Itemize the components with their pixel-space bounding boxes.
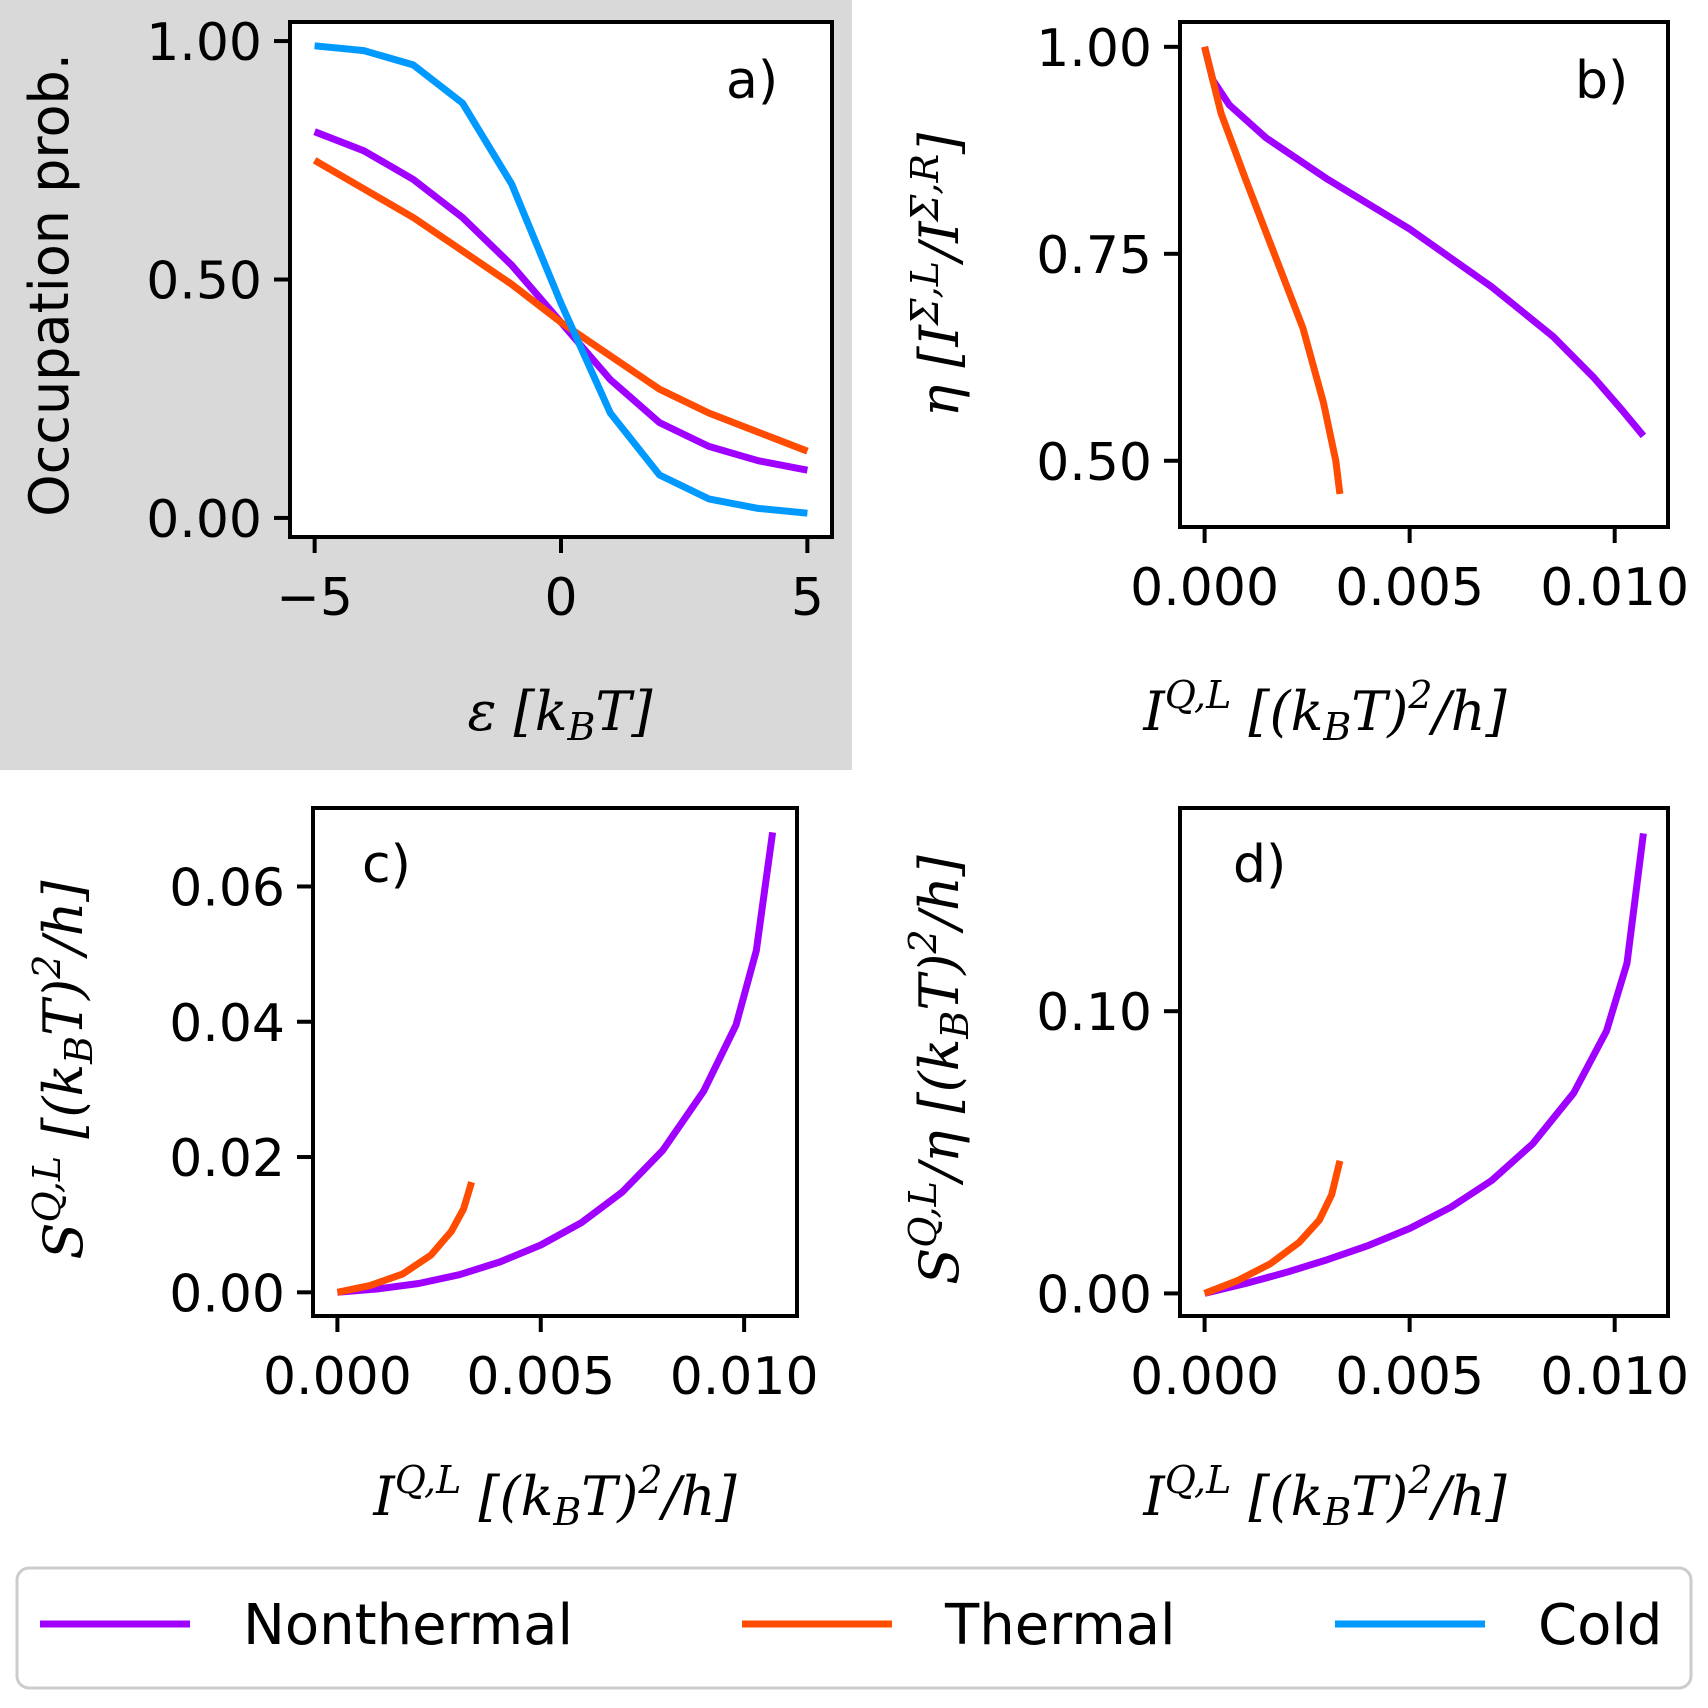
panel-c-x-tick-label: 0.005 — [466, 1347, 615, 1407]
panel-a-series-cold — [314, 42, 808, 517]
panel-c-series-nonthermal — [337, 831, 777, 1296]
panel-d-series-nonthermal — [1203, 832, 1647, 1297]
panel-b-ylabel: η [IΣ,L/IΣ,R] — [903, 132, 971, 417]
panel-a-xlabel: ε [kBT] — [468, 680, 654, 749]
panel-b-y-tick-label: 0.50 — [1036, 433, 1152, 493]
panel-c-series-thermal — [336, 1181, 475, 1296]
panel-b-y-tick-label: 0.75 — [1036, 226, 1152, 286]
panel-b-x-tick-label: 0.000 — [1130, 558, 1279, 618]
panel-a-ylabel: Occupation prob. — [18, 53, 81, 517]
panel-a-x-tick-label: 0 — [544, 568, 577, 628]
panel-a-plot-area — [290, 22, 832, 537]
panel-c-frame — [311, 806, 799, 1318]
legend-frame — [15, 1566, 1693, 1690]
panel-a-y-tick-label: 0.50 — [146, 252, 262, 312]
panel-c-tag: c) — [362, 835, 411, 895]
panel-b-frame — [1178, 20, 1670, 529]
panel-a-x-tick-label: −5 — [276, 568, 353, 628]
panel-b-x-tick-label: 0.005 — [1335, 558, 1484, 618]
panel-a-tag: a) — [726, 51, 778, 111]
panel-b-series-thermal — [1201, 45, 1344, 495]
panel-c-y-tick-label: 0.00 — [169, 1264, 285, 1324]
panel-d-tag: d) — [1233, 835, 1286, 895]
panel-a-x-tick-label: 5 — [791, 568, 824, 628]
panel-d-xlabel: IQ,L [(kBT)2/h] — [1142, 1458, 1507, 1534]
panel-a: −5 0 5 0.00 0.50 1.00 — [146, 13, 834, 628]
panel-c-y-tick-label: 0.04 — [169, 994, 285, 1054]
legend: Nonthermal Thermal Cold — [15, 1566, 1693, 1690]
panel-a-series-thermal — [312, 157, 809, 455]
legend-label-cold: Cold — [1538, 1593, 1662, 1658]
legend-label-nonthermal: Nonthermal — [243, 1593, 573, 1658]
panel-c-x-tick-label: 0.010 — [670, 1347, 819, 1407]
panel-a-y-tick-label: 0.00 — [146, 490, 262, 550]
panel-b-series-nonthermal — [1201, 45, 1647, 439]
panel-d-y-tick-label: 0.10 — [1036, 983, 1152, 1043]
panel-c-xlabel: IQ,L [(kBT)2/h] — [372, 1458, 737, 1534]
panel-d-x-tick-label: 0.000 — [1130, 1347, 1279, 1407]
panel-b-y-tick-label: 1.00 — [1036, 19, 1152, 79]
panel-b-x-tick-label: 0.010 — [1540, 558, 1689, 618]
panel-c: 0.000 0.005 0.010 0.00 0.02 0.04 0.06 — [169, 806, 819, 1407]
panel-d-x-tick-label: 0.005 — [1335, 1347, 1484, 1407]
panel-d-ylabel: SQ,L/η [(kBT)2/h] — [901, 854, 977, 1284]
panel-c-y-tick-label: 0.06 — [169, 858, 285, 918]
panel-c-ylabel: SQ,L [(kBT)2/h] — [25, 880, 101, 1260]
panel-d-series-thermal — [1203, 1159, 1344, 1297]
panel-d: 0.000 0.005 0.010 0.00 0.10 — [1036, 806, 1689, 1407]
panel-b-plot-area — [1180, 22, 1668, 527]
panel-d-frame — [1178, 806, 1670, 1318]
panel-c-y-tick-label: 0.02 — [169, 1129, 285, 1189]
panel-d-y-tick-label: 0.00 — [1036, 1265, 1152, 1325]
panel-b-xlabel: IQ,L [(kBT)2/h] — [1142, 673, 1507, 749]
legend-label-thermal: Thermal — [944, 1593, 1176, 1658]
panel-a-y-tick-label: 1.00 — [146, 13, 262, 73]
panel-b-tag: b) — [1575, 51, 1628, 111]
panel-d-x-tick-label: 0.010 — [1540, 1347, 1689, 1407]
panel-c-x-tick-label: 0.000 — [263, 1347, 412, 1407]
panel-b: 0.000 0.005 0.010 0.50 0.75 1.00 — [1036, 19, 1689, 618]
